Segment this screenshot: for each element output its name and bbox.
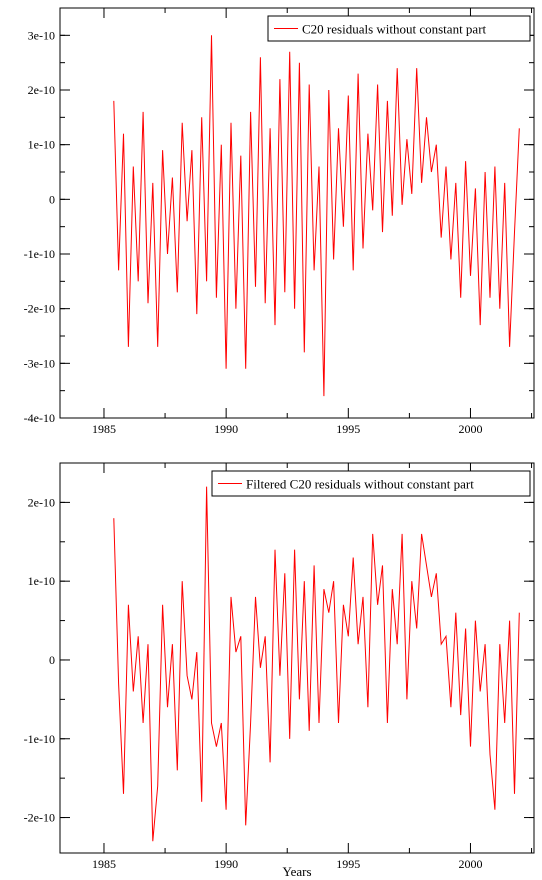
legend-label: C20 residuals without constant part [302, 22, 487, 37]
y-tick-label: -4e-10 [24, 411, 55, 425]
top-chart-frame [59, 7, 535, 419]
x-tick-label: 2000 [458, 422, 482, 436]
y-tick-label: 1e-10 [28, 574, 55, 588]
legend-label: Filtered C20 residuals without constant … [246, 477, 474, 492]
y-tick-label: 1e-10 [28, 138, 55, 152]
legend-box [267, 15, 531, 42]
x-tick-label: 1985 [92, 857, 116, 871]
top-chart: -4e-10 -3e-10 -2e-10 -1e-10 0 1e-10 2e-10 3e-10… [24, 7, 535, 436]
top-chart-x-tick-labels: 1985 1990 1995 2000 [92, 422, 482, 436]
bottom-chart-x-tick-labels: 1985 1990 1995 2000 [92, 857, 482, 871]
y-tick-label: 2e-10 [28, 83, 55, 97]
bottom-chart-frame [59, 462, 535, 854]
series-line-c20-residuals [113, 35, 520, 397]
top-chart-legend: C20 residuals without constant part [267, 15, 531, 42]
y-tick-label: -2e-10 [24, 302, 55, 316]
bottom-chart-legend: Filtered C20 residuals without constant … [211, 470, 531, 497]
y-tick-label: 2e-10 [28, 495, 55, 509]
y-tick-label: 3e-10 [28, 28, 55, 42]
bottom-chart: -2e-10 -1e-10 0 1e-10 2e-10 1985 1990 1995 2000… [24, 462, 535, 879]
y-tick-label: -2e-10 [24, 811, 55, 825]
series-line-filtered-c20-residuals [113, 486, 520, 842]
x-tick-label: 1990 [214, 857, 238, 871]
top-chart-ticks [60, 8, 534, 419]
y-tick-label: -1e-10 [24, 732, 55, 746]
x-tick-label: 1985 [92, 422, 116, 436]
x-tick-label: 1990 [214, 422, 238, 436]
top-chart-y-tick-labels: -4e-10 -3e-10 -2e-10 -1e-10 0 1e-10 2e-10 3e-10 [24, 28, 55, 425]
x-tick-label: 1995 [336, 857, 360, 871]
y-tick-label: 0 [49, 653, 55, 667]
y-tick-label: -1e-10 [24, 247, 55, 261]
bottom-chart-y-tick-labels: -2e-10 -1e-10 0 1e-10 2e-10 [24, 495, 55, 824]
y-tick-label: -3e-10 [24, 356, 55, 370]
x-tick-label: 2000 [458, 857, 482, 871]
x-tick-label: 1995 [336, 422, 360, 436]
legend-box [211, 470, 531, 497]
x-axis-label: Years [282, 864, 311, 879]
y-tick-label: 0 [49, 192, 55, 206]
